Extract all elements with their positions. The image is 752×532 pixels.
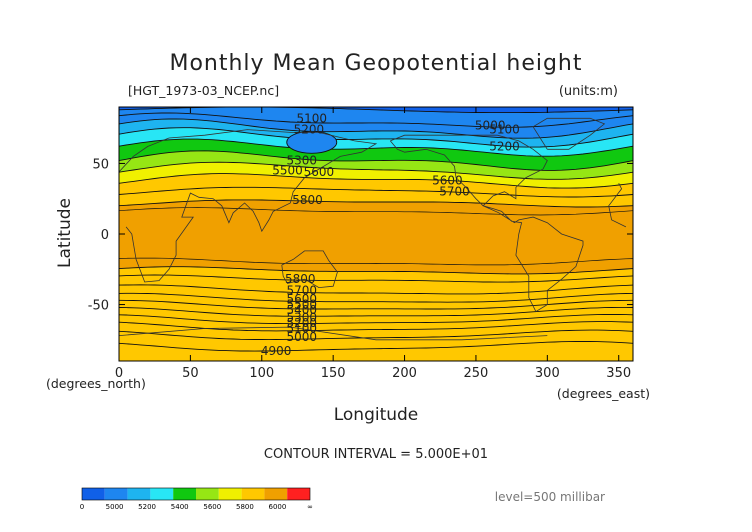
contour-line (118, 150, 634, 171)
contour-interval-label: CONTOUR INTERVAL = 5.000E+01 (264, 447, 488, 462)
contour-label: 5700 (439, 185, 470, 199)
colorbar-segment (173, 488, 196, 500)
contour-label: 5200 (287, 316, 318, 330)
contour-label: 5000 (475, 118, 506, 132)
colorbar-label: 6000 (268, 503, 286, 511)
contour-line (118, 138, 634, 157)
x-tick-label: 300 (535, 366, 560, 381)
contour-line (118, 173, 634, 189)
contour-line (118, 127, 634, 148)
contour-label: 5600 (304, 165, 335, 179)
contour-line (118, 306, 634, 317)
y-tick-label: 50 (92, 157, 109, 172)
x-tick-label: 200 (392, 366, 417, 381)
contour-label: 5000 (287, 330, 318, 344)
contour-line (118, 112, 634, 128)
coastline (389, 134, 584, 313)
contour-label: 5200 (489, 140, 520, 154)
file-label: [HGT_1973-03_NCEP.nc] (128, 83, 279, 98)
colorbar-segment (82, 488, 105, 500)
level-label: level=500 millibar (495, 490, 605, 504)
colorbar-segment (218, 488, 242, 500)
chart-title: Monthly Mean Geopotential height (169, 51, 582, 76)
contour-label: 5500 (272, 164, 303, 178)
x-axis-label: Longitude (334, 405, 419, 425)
colorbar-label: 5400 (171, 503, 189, 511)
units-label: (units:m) (559, 84, 618, 99)
contour-label: 5800 (285, 272, 316, 286)
x-tick-label: 50 (182, 366, 199, 381)
contour-label: 5400 (287, 303, 318, 317)
coastline (532, 117, 606, 150)
x-tick-label: 250 (464, 366, 489, 381)
coastline (118, 129, 627, 283)
colorbar-label: 0 (80, 503, 84, 511)
contour-line (118, 207, 634, 216)
contour-line (118, 199, 634, 208)
x-axis-ticks: 0 50 100 150 200 250 300 350 (115, 107, 631, 381)
colorbar-label: 5600 (203, 503, 221, 511)
contour-label: 5600 (432, 173, 463, 187)
coastline (281, 250, 338, 289)
colorbar-frame (81, 487, 311, 501)
contour-line (118, 266, 634, 275)
x-units-label: (degrees_east) (557, 386, 650, 401)
contour-line (118, 341, 634, 352)
contour-line (118, 314, 634, 325)
colorbar-segment (196, 488, 219, 500)
contour-label: 5500 (287, 298, 318, 312)
colorbar-segment (150, 488, 174, 500)
contour-label: 5100 (489, 123, 520, 137)
colorbar-segment (287, 488, 310, 500)
contour-label: 5100 (297, 111, 328, 125)
colorbar-segment (104, 488, 128, 500)
contour-label: 5700 (287, 283, 318, 297)
contour-label: 5800 (292, 193, 323, 207)
y-axis-label: Latitude (55, 198, 75, 268)
contour-label: 4900 (261, 344, 292, 358)
contour-line (118, 186, 634, 198)
contour-line (118, 161, 634, 180)
x-tick-label: 350 (606, 366, 631, 381)
contour-label: 5600 (287, 292, 318, 306)
y-tick-label: -50 (88, 299, 109, 314)
contour-line (118, 118, 634, 139)
colorbar-segment (127, 488, 151, 500)
colorbar-label: 5200 (138, 503, 156, 511)
contour-line (118, 329, 634, 341)
x-tick-label: 100 (249, 366, 274, 381)
contour-closed (286, 130, 338, 154)
y-tick-label: 0 (101, 228, 109, 243)
contour-label: 5300 (287, 154, 318, 168)
contour-label: 5300 (287, 310, 318, 324)
y-axis-ticks: -50 0 50 (88, 157, 633, 314)
coastline (118, 326, 548, 341)
coastlines (118, 117, 627, 341)
contour-label: 5100 (287, 322, 318, 336)
colorbar-segment (264, 488, 288, 500)
y-units-label: (degrees_north) (46, 376, 146, 391)
contour-line (118, 257, 634, 266)
contour-line (118, 274, 634, 283)
x-tick-label: 0 (115, 366, 123, 381)
colorbar-label: 5000 (106, 503, 124, 511)
colorbar-label: 5800 (236, 503, 254, 511)
contour-label: 5200 (294, 123, 325, 137)
colorbar: 0 5000 5200 5400 5600 5800 6000 ∞ (80, 487, 313, 511)
colorbar-label: ∞ (307, 503, 313, 511)
x-tick-label: 150 (321, 366, 346, 381)
colorbar-segment (241, 488, 265, 500)
